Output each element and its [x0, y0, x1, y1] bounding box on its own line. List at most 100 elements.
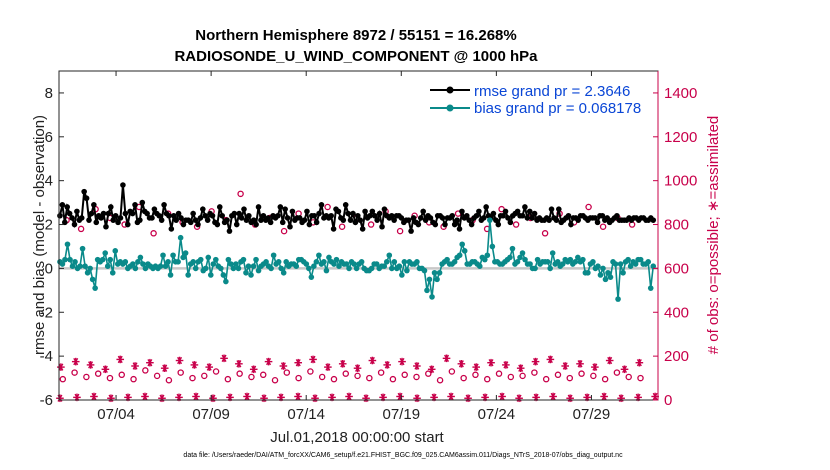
- series-bias-point: [64, 241, 71, 248]
- y-left-tick-label: 6: [45, 129, 53, 146]
- series-rmse-point: [161, 201, 167, 208]
- series-rmse-point: [195, 221, 201, 228]
- series-bias-point: [436, 269, 443, 276]
- series-rmse-point: [81, 188, 87, 195]
- legend-bias-label: bias grand pr = 0.068178: [474, 100, 641, 117]
- series-bias-point: [336, 263, 342, 270]
- obs-possible-point: [324, 203, 331, 211]
- series-bias-point: [567, 256, 574, 263]
- obs-assimilated-point: [71, 357, 80, 366]
- series-rmse-point: [519, 212, 526, 219]
- series-bias-point: [424, 287, 430, 294]
- obs-possible-point: [271, 377, 279, 384]
- series-rmse-point: [335, 208, 342, 215]
- series-bias-point: [82, 263, 88, 270]
- obs-assimilated-point: [546, 355, 555, 364]
- series-rmse-point: [379, 223, 385, 230]
- obs-assimilated-point: [324, 363, 332, 371]
- series-bias-point: [270, 252, 277, 259]
- series-bias-point: [461, 248, 468, 254]
- series-rmse-point: [342, 201, 349, 208]
- series-rmse-point: [328, 212, 334, 219]
- obs-possible-point: [189, 374, 196, 382]
- obs-assimilated-point: [442, 354, 451, 363]
- obs-possible-point: [224, 375, 232, 383]
- series-bias-point: [625, 256, 631, 263]
- series-rmse-point: [304, 208, 310, 215]
- obs-assimilated-point: [398, 357, 406, 366]
- series-bias-point: [157, 263, 164, 270]
- plot-marks: [56, 182, 659, 403]
- obs-possible-point: [448, 368, 456, 375]
- x-tick-label: 07/14: [287, 406, 325, 423]
- series-bias-point: [207, 272, 214, 278]
- series-rmse-point: [311, 212, 318, 219]
- series-rmse-point: [178, 215, 184, 221]
- obs-possible-point: [436, 377, 444, 384]
- series-rmse-point: [391, 217, 397, 223]
- series-bias-point: [253, 256, 259, 263]
- series-rmse-point: [156, 212, 163, 219]
- obs-assimilated-point: [160, 364, 169, 372]
- series-bias-point: [245, 263, 252, 270]
- series-bias-point: [275, 259, 282, 265]
- series-bias-point: [381, 263, 388, 270]
- obs-assimilated-point: [294, 392, 302, 401]
- series-bias-point: [223, 278, 229, 285]
- series-bias-point: [605, 269, 611, 276]
- series-bias-point: [182, 250, 189, 256]
- series-rmse-point: [233, 221, 240, 228]
- x-tick-label: 07/19: [383, 406, 421, 423]
- series-rmse-point: [500, 212, 506, 219]
- series-rmse-point: [614, 212, 620, 219]
- series-bias-point: [404, 267, 410, 274]
- series-rmse-point: [514, 208, 521, 215]
- series-bias-point: [650, 263, 657, 270]
- legend-rmse-label: rmse grand pr = 2.3646: [474, 83, 630, 100]
- series-rmse-point: [275, 212, 281, 219]
- obs-assimilated-point: [383, 361, 392, 369]
- series-bias-point: [79, 245, 86, 252]
- legend-rmse-marker: [446, 86, 454, 94]
- series-rmse-point: [480, 215, 487, 221]
- obs-possible-point: [367, 221, 375, 228]
- series-rmse-point: [175, 210, 182, 217]
- series-rmse-point: [110, 217, 117, 223]
- obs-assimilated-point: [413, 362, 421, 370]
- series-bias-point: [595, 263, 601, 270]
- obs-possible-point: [59, 375, 67, 383]
- series-rmse-point: [439, 215, 446, 221]
- obs-assimilated-point: [235, 360, 243, 368]
- series-bias-point: [306, 265, 312, 272]
- obs-possible-point: [236, 370, 243, 377]
- series-rmse-point: [371, 212, 378, 219]
- obs-assimilated-point: [487, 358, 495, 367]
- obs-assimilated-point: [502, 361, 510, 369]
- series-rmse-point: [209, 212, 216, 219]
- series-rmse-point: [490, 210, 497, 217]
- series-rmse-point: [236, 210, 242, 217]
- obs-assimilated-point: [427, 365, 436, 374]
- y-axis-label-left: rmse and bias (model - observation): [31, 115, 48, 355]
- series-rmse-point: [144, 210, 150, 217]
- series-rmse-point: [466, 217, 473, 223]
- series-bias-point: [434, 276, 440, 283]
- obs-possible-point: [150, 230, 157, 237]
- series-bias-point: [72, 259, 78, 265]
- obs-possible-point: [177, 369, 184, 376]
- series-rmse-point: [71, 221, 78, 228]
- obs-possible-point: [377, 369, 385, 376]
- series-bias-point: [175, 259, 181, 265]
- series-bias-point: [142, 265, 149, 272]
- series-rmse-point: [369, 208, 376, 215]
- series-rmse-point: [258, 217, 264, 223]
- obs-possible-point: [295, 374, 302, 382]
- obs-assimilated-point: [86, 361, 95, 369]
- obs-assimilated-point: [635, 358, 644, 367]
- y-left-tick-label: -6: [40, 392, 53, 409]
- series-rmse-point: [359, 226, 366, 232]
- series-rmse-point: [216, 204, 223, 210]
- obs-possible-point: [280, 227, 288, 235]
- series-rmse-point: [59, 201, 66, 208]
- obs-possible-point: [541, 230, 549, 237]
